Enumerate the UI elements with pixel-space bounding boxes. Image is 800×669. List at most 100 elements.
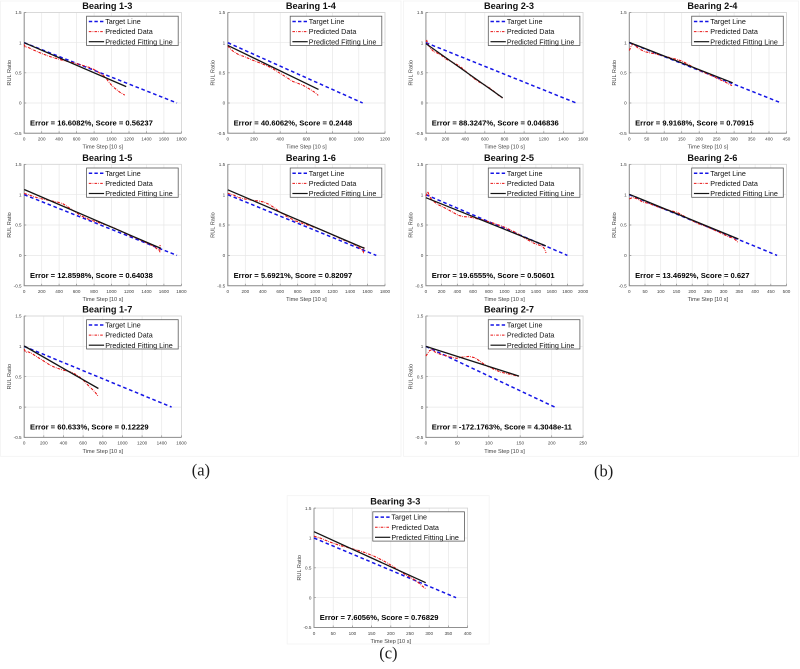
svg-text:1.5: 1.5 [15,314,22,319]
svg-text:500: 500 [783,289,791,294]
svg-text:Target Line: Target Line [507,169,543,178]
svg-text:0: 0 [425,137,428,142]
svg-text:0: 0 [624,101,627,106]
svg-text:0: 0 [223,253,226,258]
svg-text:1600: 1600 [159,289,170,294]
svg-text:1: 1 [624,40,627,45]
svg-text:200: 200 [38,289,46,294]
svg-text:Bearing 2-4: Bearing 2-4 [687,1,738,11]
svg-text:Time Step [10 s]: Time Step [10 s] [484,297,525,303]
svg-text:Bearing 1-3: Bearing 1-3 [82,1,132,11]
svg-text:400: 400 [453,289,461,294]
svg-text:200: 200 [695,137,703,142]
svg-text:Time Step [10 s]: Time Step [10 s] [688,145,729,151]
svg-text:1800: 1800 [380,289,391,294]
svg-text:1: 1 [309,536,312,541]
svg-text:0: 0 [628,137,631,142]
svg-text:1000: 1000 [117,441,128,446]
svg-text:1: 1 [421,192,424,197]
svg-text:0: 0 [313,631,316,636]
svg-text:400: 400 [60,441,68,446]
svg-text:800: 800 [501,137,509,142]
svg-text:1: 1 [223,192,226,197]
svg-text:Predicted Data: Predicted Data [710,179,758,188]
svg-text:-0.5: -0.5 [619,283,627,288]
svg-text:400: 400 [276,137,284,142]
svg-text:0.5: 0.5 [620,71,627,76]
svg-text:200: 200 [688,289,696,294]
svg-text:1.5: 1.5 [417,162,424,167]
svg-text:0.5: 0.5 [620,223,627,228]
svg-text:0: 0 [227,289,230,294]
svg-text:350: 350 [748,137,756,142]
svg-text:0.5: 0.5 [219,223,226,228]
svg-text:200: 200 [442,137,450,142]
svg-text:1600: 1600 [159,137,170,142]
svg-text:1400: 1400 [157,441,168,446]
svg-text:Predicted Fitting Line: Predicted Fitting Line [710,189,778,198]
svg-text:Error = 16.6082%, Score = 0.56: Error = 16.6082%, Score = 0.56237 [30,119,153,128]
svg-text:Bearing 2-5: Bearing 2-5 [484,153,534,163]
svg-text:1: 1 [624,192,627,197]
svg-text:RUL Ratio: RUL Ratio [211,212,217,238]
svg-text:Bearing 3-3: Bearing 3-3 [370,497,420,507]
svg-text:1400: 1400 [531,289,542,294]
svg-text:1600: 1600 [362,289,373,294]
svg-text:0.5: 0.5 [305,566,312,571]
svg-text:400: 400 [55,137,63,142]
svg-text:Bearing 2-3: Bearing 2-3 [484,1,534,11]
svg-text:(a): (a) [192,461,210,480]
svg-text:RUL Ratio: RUL Ratio [409,212,415,238]
svg-text:800: 800 [90,137,98,142]
svg-text:800: 800 [99,441,107,446]
svg-text:1200: 1200 [124,289,135,294]
svg-text:Predicted Data: Predicted Data [710,27,758,36]
svg-text:400: 400 [461,137,469,142]
svg-text:1400: 1400 [141,137,152,142]
svg-text:Predicted Data: Predicted Data [309,27,357,36]
svg-text:Target Line: Target Line [105,17,141,26]
svg-text:-0.5: -0.5 [415,131,423,136]
svg-text:Error = 60.633%, Score = 0.122: Error = 60.633%, Score = 0.12229 [30,423,149,432]
svg-text:RUL Ratio: RUL Ratio [297,555,303,581]
svg-text:0.5: 0.5 [15,223,22,228]
svg-text:Bearing 1-7: Bearing 1-7 [82,305,132,315]
svg-text:400: 400 [55,289,63,294]
svg-text:Predicted Fitting Line: Predicted Fitting Line [309,37,377,46]
svg-text:400: 400 [464,631,472,636]
svg-text:1.5: 1.5 [305,506,312,511]
svg-text:250: 250 [704,289,712,294]
svg-text:Predicted Fitting Line: Predicted Fitting Line [710,37,778,46]
svg-text:800: 800 [90,289,98,294]
svg-text:Time Step [10 s]: Time Step [10 s] [83,145,124,151]
svg-text:Error = 13.4692%, Score = 0.62: Error = 13.4692%, Score = 0.627 [635,271,749,280]
svg-text:100: 100 [349,631,357,636]
svg-text:0: 0 [628,289,631,294]
svg-text:1.5: 1.5 [417,314,424,319]
svg-text:200: 200 [548,441,556,446]
svg-text:250: 250 [579,441,587,446]
svg-text:-0.5: -0.5 [415,283,423,288]
svg-text:350: 350 [445,631,453,636]
svg-text:150: 150 [368,631,376,636]
svg-text:1.5: 1.5 [219,10,226,15]
svg-text:0.5: 0.5 [15,374,22,379]
svg-text:1000: 1000 [310,289,321,294]
svg-text:Error = 5.6921%, Score = 0.820: Error = 5.6921%, Score = 0.82097 [234,271,353,280]
svg-text:1400: 1400 [141,289,152,294]
svg-text:RUL Ratio: RUL Ratio [409,364,415,390]
svg-text:450: 450 [783,137,791,142]
svg-text:Time Step [10 s]: Time Step [10 s] [286,145,327,151]
svg-text:Predicted Data: Predicted Data [105,27,153,36]
svg-text:0: 0 [223,101,226,106]
svg-text:Bearing 1-4: Bearing 1-4 [286,1,337,11]
svg-text:1: 1 [19,40,22,45]
svg-text:Error = -172.1763%, Score = 4.: Error = -172.1763%, Score = 4.3048e-11 [432,423,573,432]
svg-text:-0.5: -0.5 [14,283,22,288]
svg-text:0: 0 [23,441,26,446]
svg-text:Target Line: Target Line [710,169,746,178]
svg-text:1200: 1200 [327,289,338,294]
svg-text:1400: 1400 [345,289,356,294]
svg-text:0: 0 [23,137,26,142]
svg-text:400: 400 [765,137,773,142]
